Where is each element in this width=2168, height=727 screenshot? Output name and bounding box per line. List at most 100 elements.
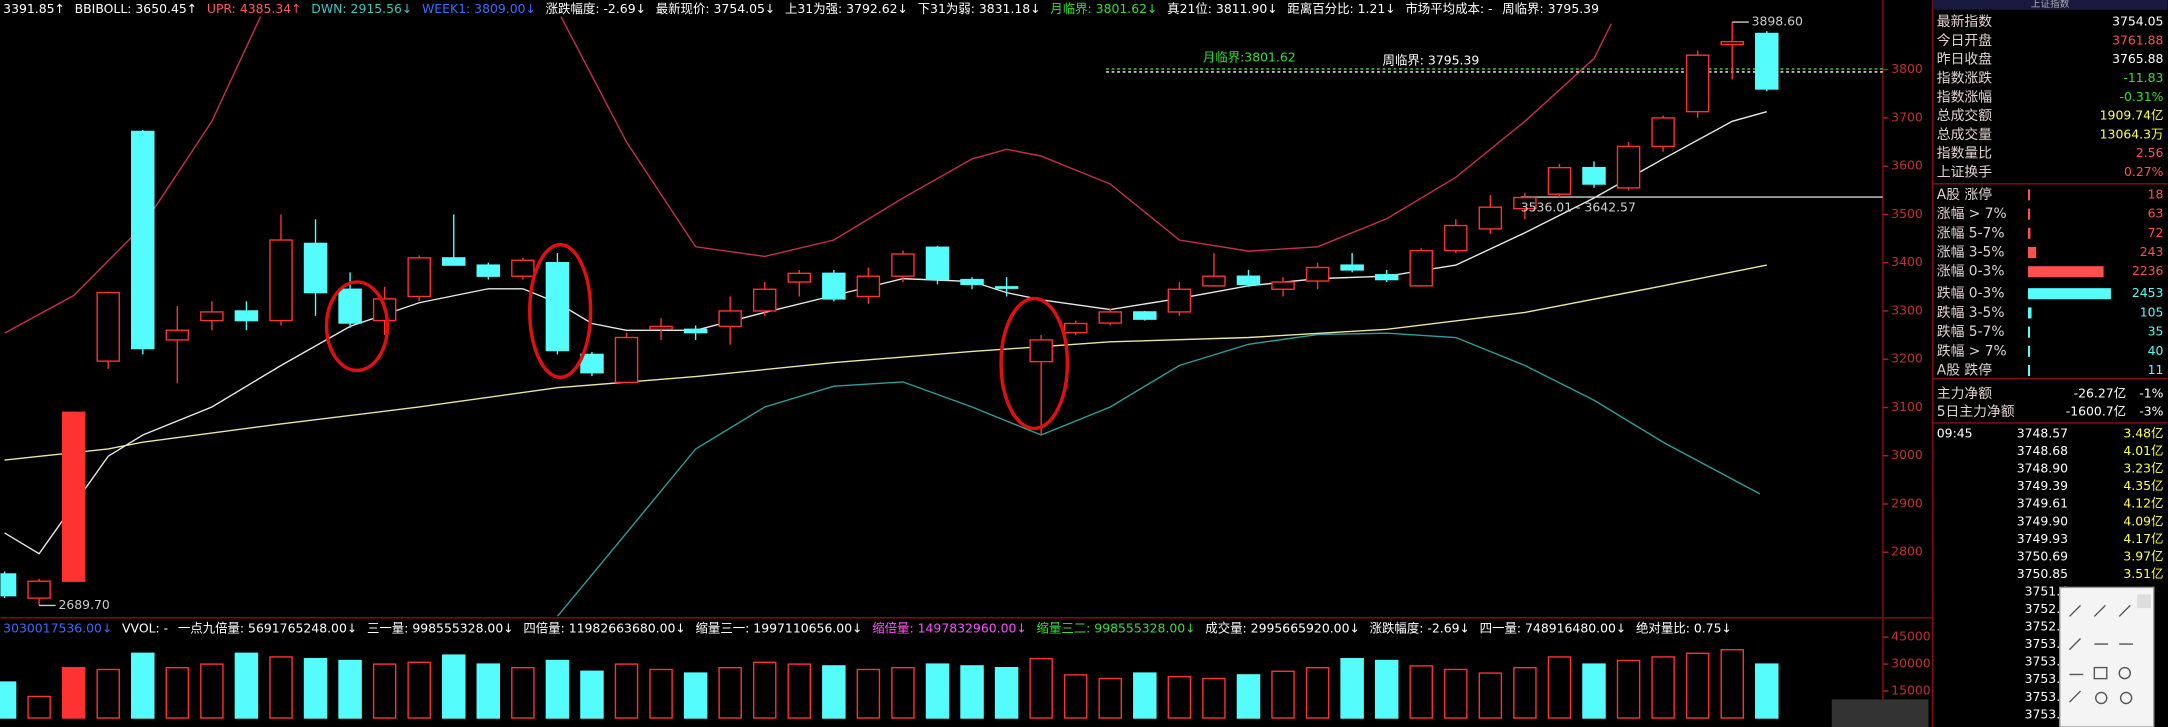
flow-amount: -1600.7亿 [2066,403,2126,418]
tick-amount: 4.09亿 [2123,513,2163,528]
candle-body [1409,249,1433,287]
candle-body [856,275,881,298]
quote-value: 3761.88 [2112,32,2163,47]
volume-bar [994,666,1019,719]
quote-label: 上证换手 [1937,163,1992,180]
y-tick-label: 3600 [1891,158,1923,173]
flow-label: 5日主力净额 [1937,404,2015,420]
panel-title-bar [1932,0,2168,10]
candle-body [545,262,570,352]
tick-price: 3749.39 [2017,478,2068,493]
volume-bar [614,663,639,719]
breadth-bar [2027,307,2032,319]
candle-body [338,288,362,324]
candle-body [718,310,742,328]
breadth-value: 63 [2148,206,2164,221]
toolbar-panel [2059,586,2155,727]
breadth-bar [2027,208,2031,220]
header-item: 绝对量比: 0.75↓ [1636,620,1732,635]
quote-label: 总成交额 [1937,107,1992,124]
breadth-label: 跌幅 > 7% [1937,343,2007,359]
volume-bar [960,665,984,719]
candle-body [614,336,639,384]
volume-bar [1305,666,1330,719]
flow-pct: -1% [2139,385,2163,400]
side-panel: 上证指数 最新指数 3754.05 今日开盘 3761.88 昨日收盘 3765.88 指数… [1932,0,2168,721]
breadth-value: 18 [2148,186,2164,201]
candle-body [925,246,950,281]
volume-bar [891,666,915,719]
header-item: DWN: 2915.56↓ [311,1,412,16]
breadth-bar [2027,189,2031,201]
volume-bar [476,663,501,719]
candle-body [1547,166,1572,195]
candle-body [1478,206,1503,230]
tick-price: 3749.61 [2017,496,2068,511]
candle-body [1685,54,1710,113]
candle-body [1133,311,1157,320]
tick-amount: 3.23亿 [2123,461,2163,476]
volume-bar [718,666,742,719]
quote-value: 1909.74亿 [2100,108,2164,123]
candle-body [891,253,915,277]
volume-bar [338,659,362,719]
volume-bar [1167,675,1192,719]
header-item: 涨跌幅度: -2.69↓ [546,1,646,16]
breadth-label: 跌幅 3-5% [1937,305,2005,321]
y-tick-label: 3500 [1891,206,1923,221]
header-item: 市场平均成本: - [1405,1,1492,16]
point-label: 2689.70 [58,597,109,612]
quote-label: 指数量比 [1937,146,1992,162]
candle-body [994,286,1019,289]
header-item: WEEK1: 3809.00↓ [422,1,536,16]
breadth-label: 涨幅 3-5% [1937,245,2005,261]
header-item: 3391.85↑ [3,1,65,16]
candle-body [1271,281,1295,290]
video-thumbnail[interactable] [1831,699,1929,727]
candle-body [407,257,431,298]
candle-body [1340,264,1364,271]
y-tick-label: 3800 [1891,61,1923,76]
tick-price: 3753.6 [2025,654,2069,669]
volume-bar [165,666,190,719]
header-item: 3030017536.00↓ [3,620,112,635]
candle-body [787,272,812,283]
candle-body [1098,311,1123,324]
volume-pane: 3030017536.00↓ VVOL: - 一点九倍量: 5691765248.0… [0,620,1779,719]
quote-label: 今日开盘 [1937,32,1992,49]
tick-amount: 4.01亿 [2123,443,2163,458]
overlay: 月临界:3801.62 周临界: 3795.39 3536.01 - 3642.57… [39,14,1803,612]
y-tick-label: 3100 [1891,399,1923,414]
volume-bar [1098,677,1123,719]
breadth-bar [2027,365,2031,377]
breadth-label: 涨幅 > 7% [1937,206,2007,222]
header-item: VVOL: - [122,620,168,635]
quote-value: 0.27% [2124,164,2164,179]
volume-bar [545,659,570,719]
quote-label: 昨日收盘 [1937,51,1992,68]
y-tick-label: 2800 [1891,544,1923,559]
header-item: 四倍量: 11982663680.00↓ [523,620,685,635]
header-item: 缩量三二: 998555328.00↓ [1036,620,1195,635]
breadth-bar [2027,266,2104,278]
quote-label: 最新指数 [1937,14,1992,30]
tick-price: 3748.68 [2017,443,2068,458]
tick-price: 3751.4 [2025,583,2069,598]
volume-bar [234,652,259,719]
volume-bar [925,663,950,719]
tick-price: 3753.0 [2025,671,2069,686]
breadth-label: A股 涨停 [1937,186,1992,203]
header-item: 缩量三一: 1997110656.00↓ [696,620,863,635]
volume-bar [1547,656,1572,719]
tick-price: 3750.69 [2017,548,2068,563]
quote-value: -11.83 [2123,70,2163,85]
price-pane [0,16,1883,617]
candle-body [1202,275,1226,287]
drawing-toolbar[interactable] [2059,586,2155,727]
toolbar-close[interactable] [2137,594,2152,609]
volume-bar [442,654,466,719]
header-item: 真21位: 3811.90↓ [1167,1,1278,16]
header-bar: 3391.85↑ BBIBOLL: 3650.45↑ UPR: 4385.34↑ DW… [3,1,1599,16]
